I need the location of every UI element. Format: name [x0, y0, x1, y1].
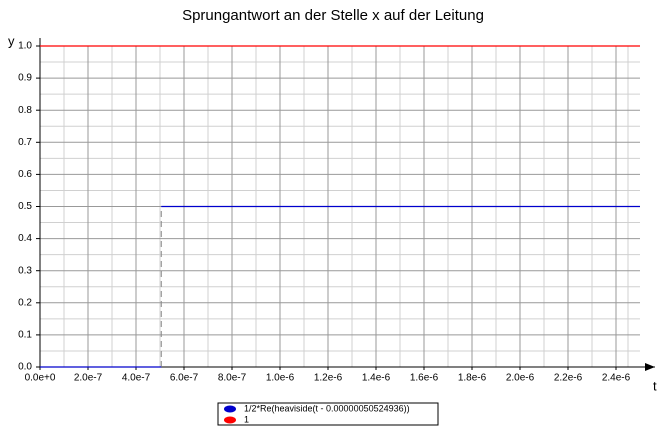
- y-tick-label: 0.6: [18, 169, 32, 180]
- y-tick-label: 0.2: [18, 297, 32, 308]
- legend-box: [217, 402, 439, 426]
- x-axis-label: t: [653, 378, 657, 393]
- chart-title: Sprungantwort an der Stelle x auf der Le…: [182, 7, 484, 24]
- x-tick-label: 1.2e-6: [314, 373, 343, 384]
- y-tick-label: 1.0: [18, 41, 32, 52]
- x-tick-label: 2.4e-6: [602, 373, 631, 384]
- y-tick-label: 0.8: [18, 105, 32, 116]
- x-tick-label: 8.0e-7: [218, 373, 247, 384]
- x-tick-label: 1.0e-6: [266, 373, 295, 384]
- y-tick-label: 0.3: [18, 265, 32, 276]
- x-tick-label: 2.2e-6: [554, 373, 583, 384]
- x-tick-label: 1.6e-6: [410, 373, 439, 384]
- x-tick-label: 0.0e+0: [25, 373, 56, 384]
- legend-swatch: [224, 416, 236, 424]
- x-tick-label: 1.4e-6: [362, 373, 391, 384]
- y-tick-label: 0.7: [18, 137, 32, 148]
- x-tick-label: 1.8e-6: [458, 373, 487, 384]
- legend-label: 1/2*Re(heaviside(t - 0.00000050524936)): [244, 403, 410, 413]
- y-tick-label: 0.0: [18, 362, 32, 373]
- y-axis-label: y: [8, 33, 15, 48]
- y-tick-label: 0.4: [18, 233, 32, 244]
- series-line: [40, 205, 640, 368]
- legend-label: 1: [244, 414, 249, 424]
- y-tick-label: 0.5: [18, 201, 32, 212]
- x-tick-label: 4.0e-7: [122, 373, 151, 384]
- legend-swatch: [224, 405, 236, 413]
- x-axis-arrow: [645, 363, 655, 371]
- y-tick-label: 0.1: [18, 330, 32, 341]
- y-tick-label: 0.9: [18, 73, 32, 84]
- x-tick-label: 6.0e-7: [170, 373, 199, 384]
- x-tick-label: 2.0e-7: [74, 373, 103, 384]
- x-tick-label: 2.0e-6: [506, 373, 535, 384]
